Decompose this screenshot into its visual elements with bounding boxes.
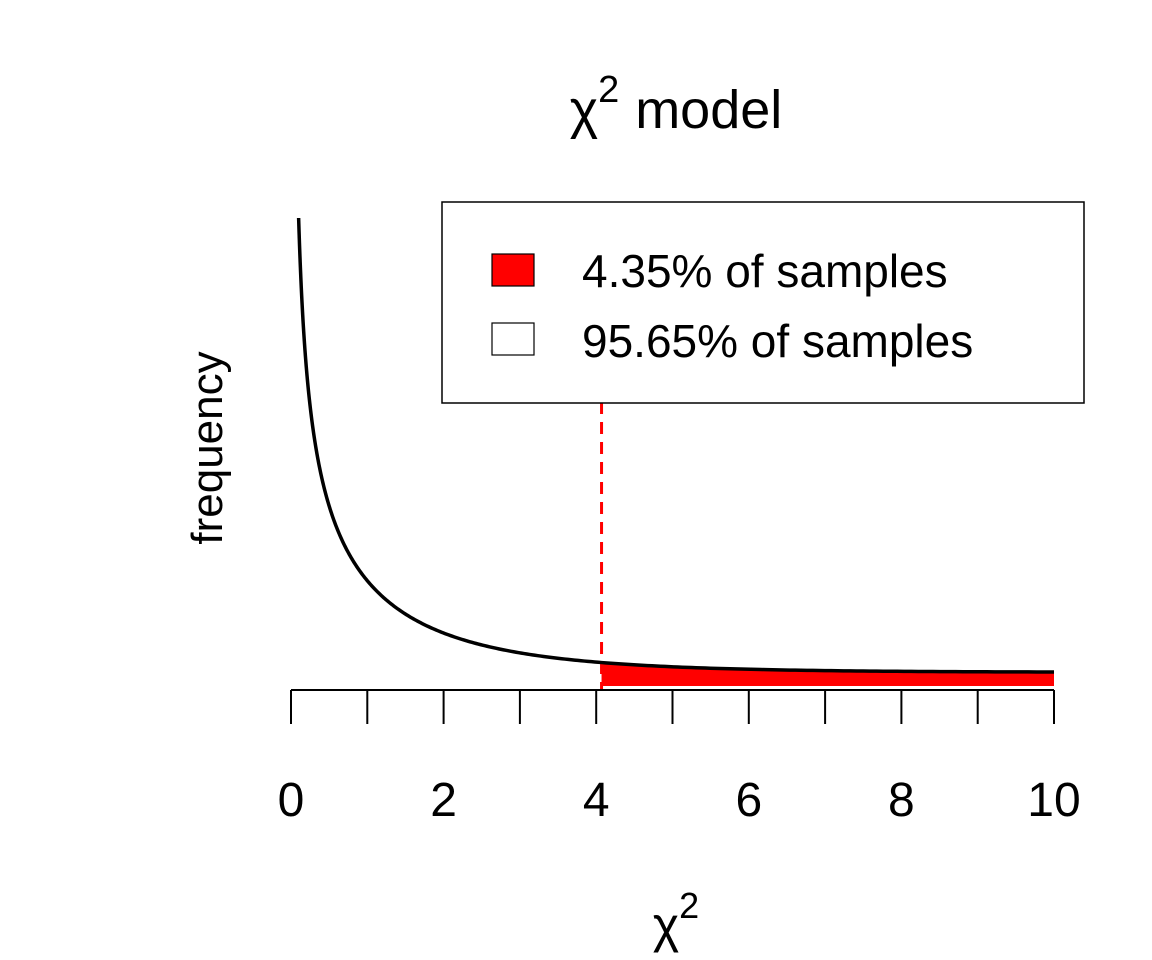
x-tick-label: 10 [1027,774,1080,827]
density-curve-group [296,217,1055,674]
y-axis-label: frequency [183,351,232,544]
title-text: model [635,80,782,140]
x-tick-label: 6 [735,774,762,827]
x-tick-label: 0 [278,774,305,827]
title-symbol: χ [570,80,598,140]
x-tick-label: 8 [888,774,915,827]
chi-square-density-curve [296,217,1055,674]
x-axis-label: χ2 [653,885,699,953]
legend-box [441,201,1085,404]
title-superscript: 2 [598,69,619,111]
legend-label-unshaded: 95.65% of samples [582,315,973,367]
chart-title: χ2 model [570,69,783,140]
legend-label-shaded: 4.35% of samples [582,245,948,297]
xlabel-superscript: 2 [679,885,699,926]
x-axis: 0 2 4 6 8 10 [278,689,1081,827]
x-tick-label: 2 [430,774,457,827]
legend-swatch-white [491,322,535,356]
legend: 4.35% of samples 95.65% of samples [441,201,1085,404]
xlabel-symbol: χ [653,897,679,953]
legend-swatch-red [491,253,535,287]
x-tick-label: 4 [583,774,610,827]
